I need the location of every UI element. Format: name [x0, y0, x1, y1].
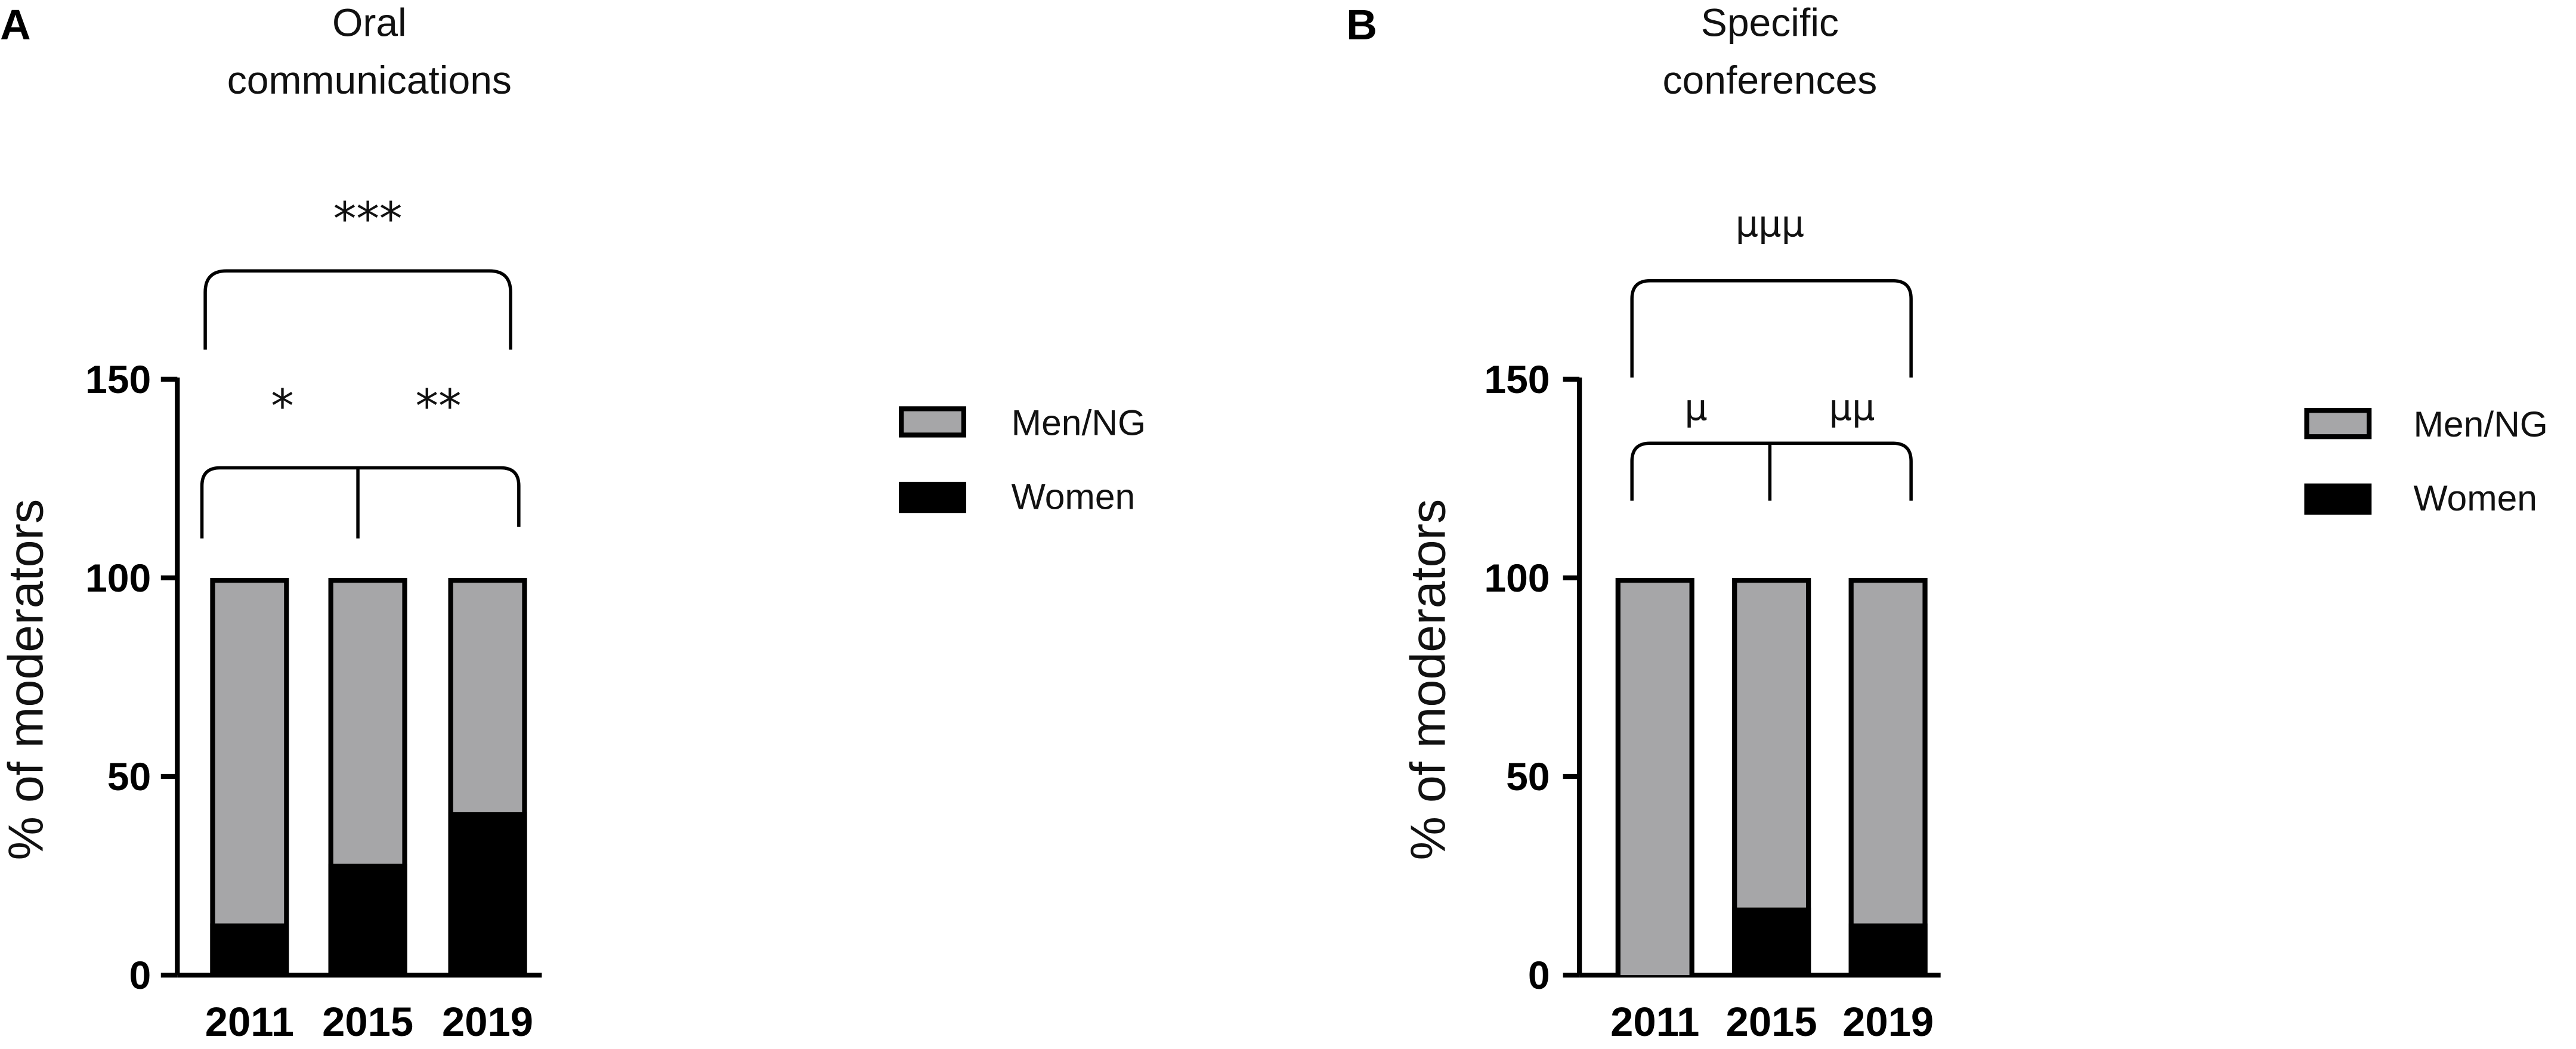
bar-women-2019 — [448, 812, 527, 976]
y-tick-label: 0 — [1528, 953, 1550, 997]
panel-b: B Specific conferences % of moderators 0… — [1346, 1, 2548, 1045]
bar-men-ng-2015 — [333, 583, 403, 864]
x-tick-label-2015: 2015 — [1726, 999, 1817, 1045]
bar-women-2015 — [328, 864, 407, 976]
panel-letter: A — [0, 1, 31, 49]
x-tick-label-2011: 2011 — [205, 999, 294, 1045]
legend-swatch-women — [899, 481, 966, 513]
bar-men-ng-2011 — [1620, 583, 1690, 976]
chart-title-line-1: Specific — [1701, 1, 1839, 45]
x-tick-label-2015: 2015 — [322, 999, 413, 1045]
bracket-2011-2019 — [203, 269, 512, 350]
significance-2015-2019: µµ — [1829, 388, 1875, 429]
chart-title-line-1: Oral — [332, 1, 407, 45]
y-ticks: 0 50 100 150 — [1484, 357, 1580, 997]
bar-men-ng-2019 — [1853, 583, 1923, 924]
y-tick-label: 50 — [107, 754, 151, 799]
significance-2015-2019: ** — [415, 379, 461, 433]
significance-2011-2015: µ — [1684, 388, 1708, 429]
legend-swatch-men-ng — [2304, 408, 2372, 440]
legend-label-women: Women — [1012, 476, 1136, 516]
chart-title-line-2: conferences — [1663, 58, 1878, 102]
x-tick-label-2019: 2019 — [1842, 999, 1934, 1045]
y-tick-label: 100 — [1484, 556, 1550, 600]
x-tick-labels: 2011 2015 2019 — [1610, 999, 1934, 1045]
x-tick-label-2019: 2019 — [442, 999, 533, 1045]
y-tick-label: 150 — [1484, 357, 1550, 401]
bar-men-ng-2019 — [453, 583, 522, 812]
bar-women-2011 — [210, 923, 289, 976]
bar-men-ng-2015 — [1737, 583, 1806, 908]
significance-2011-2015: * — [271, 379, 294, 433]
x-tick-labels: 2011 2015 2019 — [205, 999, 533, 1045]
y-tick-label: 0 — [129, 953, 151, 997]
bars — [210, 577, 527, 976]
bar-women-2019 — [1848, 923, 1928, 976]
y-tick-label: 50 — [1506, 754, 1550, 799]
y-tick-label: 150 — [85, 357, 151, 401]
bracket-2011-2019 — [1630, 279, 1913, 378]
legend-label-women: Women — [2413, 478, 2537, 518]
y-ticks: 0 50 100 150 — [85, 357, 178, 997]
bar-women-2015 — [1732, 907, 1811, 976]
y-axis-title: % of moderators — [0, 499, 54, 861]
significance-2011-2019: µµµ — [1736, 203, 1805, 245]
significance-brackets: *** * ** — [200, 193, 521, 539]
y-tick-label: 100 — [85, 556, 151, 600]
legend-label-men-ng: Men/NG — [1012, 402, 1146, 443]
x-tick-label-2011: 2011 — [1610, 999, 1699, 1045]
legend-swatch-men-ng — [899, 406, 966, 438]
bars — [1615, 577, 1928, 976]
bracket-pairs — [200, 466, 521, 539]
significance-brackets: µµµ µ µµ — [1630, 203, 1913, 501]
chart-title-line-2: communications — [227, 58, 512, 102]
panel-a: A Oral communications % of moderators 0 … — [0, 1, 1146, 1045]
panel-letter: B — [1346, 1, 1377, 49]
legend: Men/NG Women — [2304, 404, 2548, 518]
legend-swatch-women — [2304, 483, 2372, 515]
bracket-pairs — [1630, 441, 1913, 501]
legend-label-men-ng: Men/NG — [2413, 404, 2547, 444]
y-axis-title: % of moderators — [1400, 499, 1455, 861]
bar-men-ng-2011 — [215, 583, 284, 924]
legend: Men/NG Women — [899, 402, 1146, 516]
significance-2011-2019: *** — [333, 193, 403, 246]
